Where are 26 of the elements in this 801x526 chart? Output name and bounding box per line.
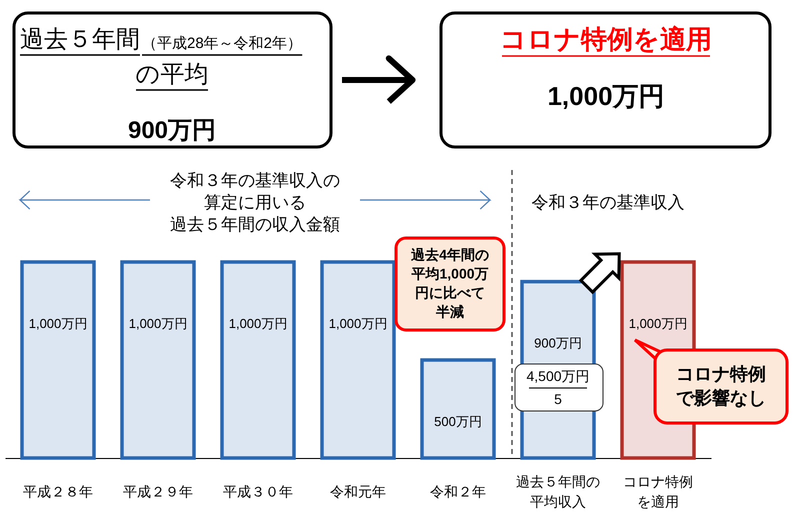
text: 令和３年の基準収入の算定に用いる過去５年間の収入金額 xyxy=(170,171,340,234)
data-label: 1,000万円 xyxy=(228,316,288,331)
annotation: 5 xyxy=(554,391,562,407)
text: 令和３年の基準収入 xyxy=(532,193,684,212)
annotation: 過去4年間の平均1,000万円に比べて半減 xyxy=(410,246,489,320)
data-label: 500万円 xyxy=(434,414,482,429)
x-tick-label: 過去５年間の平均収入 xyxy=(516,474,600,510)
x-tick-label: コロナ特例を適用 xyxy=(623,474,693,510)
text: 過去５年間 xyxy=(20,26,140,53)
data-label: 1,000万円 xyxy=(28,316,88,331)
data-label: 900万円 xyxy=(534,336,582,351)
text: コロナ特例を適用 xyxy=(500,24,712,54)
data-label: 1,000万円 xyxy=(628,316,688,331)
text: 900万円 xyxy=(128,117,216,144)
x-tick-label: 平成２９年 xyxy=(123,484,193,500)
annotation: 4,500万円 xyxy=(526,368,590,384)
x-tick-label: 平成３０年 xyxy=(223,484,293,500)
x-tick-label: 平成２８年 xyxy=(23,484,93,500)
data-label: 1,000万円 xyxy=(328,316,388,331)
x-tick-label: 令和２年 xyxy=(430,484,486,500)
text: の平均 xyxy=(136,61,208,88)
x-tick-label: 令和元年 xyxy=(330,484,386,500)
annotation: コロナ特例で影響なし xyxy=(676,364,766,408)
text: 1,000万円 xyxy=(547,81,665,111)
text: （平成28年～令和2年） xyxy=(142,35,302,52)
data-label: 1,000万円 xyxy=(128,316,188,331)
